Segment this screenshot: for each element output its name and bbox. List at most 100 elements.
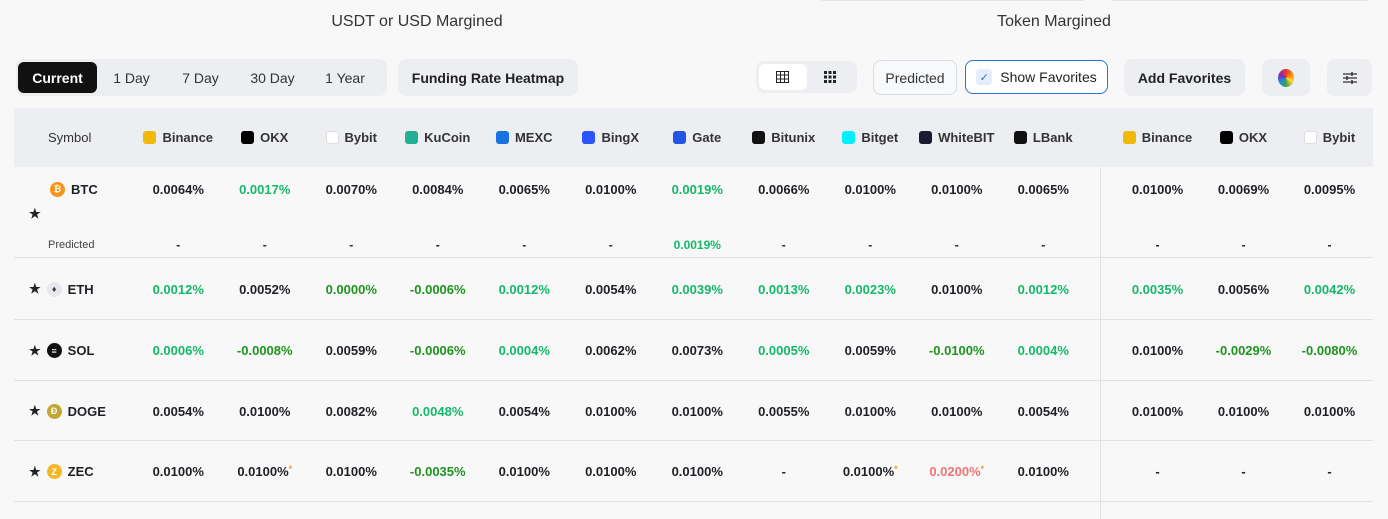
- lbank-header[interactable]: LBank: [1000, 130, 1087, 145]
- rate-cell: 0.0023%: [827, 282, 914, 297]
- whitebit-header[interactable]: WhiteBIT: [914, 130, 1001, 145]
- period-7-day[interactable]: 7 Day: [182, 69, 219, 86]
- okx-logo-icon: [1219, 131, 1233, 144]
- bybit-header[interactable]: Bybit: [308, 130, 395, 145]
- rate-cell: 0.0000%: [308, 282, 395, 297]
- binance-header[interactable]: Binance: [135, 130, 222, 145]
- period-1-day[interactable]: 1 Day: [113, 69, 150, 86]
- bybit-logo-icon: [1303, 131, 1317, 144]
- exchange-name: Bybit: [344, 130, 378, 145]
- rate-value: 0.0100%: [325, 464, 377, 479]
- period-current[interactable]: Current: [18, 62, 97, 93]
- symbol-header[interactable]: Symbol: [48, 130, 92, 145]
- rate-cell: 0.0012%: [481, 282, 568, 297]
- add-favorites-button[interactable]: Add Favorites: [1124, 59, 1245, 96]
- period-1-year[interactable]: 1 Year: [325, 69, 365, 86]
- rate-value: -: [262, 237, 267, 252]
- bitunix-header[interactable]: Bitunix: [741, 130, 828, 145]
- grid-view-icon[interactable]: [807, 64, 855, 90]
- rate-cell: -0.0080%: [1287, 343, 1373, 358]
- rate-cell: 0.0054%: [481, 404, 568, 419]
- rate-value: 0.0017%: [239, 181, 291, 197]
- symbol-ticker[interactable]: BTC: [71, 181, 98, 197]
- checkbox-checked-icon[interactable]: ✓: [976, 69, 993, 85]
- whitebit-logo-icon: [919, 131, 933, 144]
- rate-cell: -: [1115, 464, 1201, 479]
- rate-cell: 0.0082%: [308, 404, 395, 419]
- rate-value: -0.0035%: [409, 464, 466, 479]
- rate-value: 0.0012%: [152, 281, 204, 297]
- rate-value: 0.0012%: [498, 281, 550, 297]
- table-row[interactable]: ★ ≡ SOL 0.0006% -0.0008% 0.0059% -0.0006% 0.000…: [14, 320, 1373, 381]
- rate-value: 0.0054%: [585, 281, 637, 297]
- rate-cell: 0.0100%: [568, 464, 655, 479]
- rate-cell: 0.0039%: [654, 282, 741, 297]
- rate-cell: -: [481, 238, 568, 252]
- settings-button[interactable]: [1327, 59, 1372, 96]
- kucoin-header[interactable]: KuCoin: [395, 130, 482, 145]
- period-selector: Current 1 Day 7 Day 30 Day 1 Year: [16, 59, 387, 96]
- rate-cell: 0.0100%: [308, 464, 395, 479]
- rate-value: -: [435, 237, 440, 252]
- bingx-header[interactable]: BingX: [568, 130, 655, 145]
- rate-value: 0.0035%: [1131, 281, 1184, 297]
- gate-header[interactable]: Gate: [654, 130, 741, 145]
- eth-coin-icon: ♦: [46, 281, 62, 297]
- rate-value: 0.0100%: [239, 403, 291, 419]
- estimate-mark: *: [980, 464, 985, 474]
- predicted-button[interactable]: Predicted: [873, 60, 957, 95]
- rate-value: -: [1041, 237, 1046, 252]
- rate-value: -: [608, 237, 613, 252]
- rate-cell: 0.0084%: [395, 182, 482, 197]
- rate-value: 0.0069%: [1217, 181, 1270, 197]
- symbol-ticker[interactable]: DOGE: [67, 403, 106, 419]
- favorite-star-icon[interactable]: ★: [29, 463, 41, 479]
- predicted-label: Predicted: [48, 238, 95, 251]
- favorite-star-icon[interactable]: ★: [29, 342, 41, 358]
- color-wheel-icon: [1278, 68, 1294, 87]
- favorite-star-icon[interactable]: ★: [29, 281, 41, 296]
- mexc-logo-icon: [495, 131, 509, 144]
- rate-value: -: [954, 237, 959, 252]
- rate-value: -: [1241, 237, 1246, 252]
- table-row[interactable]: ★ ₿ BTC 0.0064% 0.0017% 0.0070% 0.0084% 0.0065%…: [14, 167, 1373, 258]
- table-row[interactable]: ★ Z ZEC 0.0100% 0.0100%* 0.0100% -0.0035% 0.010…: [14, 441, 1373, 502]
- symbol-cell: ★ ♦ ETH: [14, 281, 135, 297]
- favorite-star-icon[interactable]: ★: [29, 403, 41, 418]
- exchange-name: Gate: [692, 130, 722, 145]
- rate-cell: 0.0100%: [827, 182, 914, 197]
- favorite-star-icon[interactable]: ★: [29, 206, 41, 221]
- rate-cell: -: [135, 238, 222, 252]
- rate-value: -: [868, 237, 873, 252]
- token-okx-header[interactable]: OKX: [1201, 130, 1287, 145]
- color-scheme-button[interactable]: [1262, 59, 1310, 96]
- rate-cell: 0.0005%: [741, 343, 828, 358]
- rate-cell: -: [395, 238, 482, 252]
- show-favorites-toggle[interactable]: ✓ Show Favorites: [965, 60, 1108, 94]
- symbol-ticker[interactable]: SOL: [67, 343, 95, 358]
- table-row[interactable]: ★ Ð DOGE 0.0054% 0.0100% 0.0082% 0.0048% 0.0054…: [14, 381, 1373, 441]
- symbol-ticker[interactable]: ZEC: [67, 464, 94, 479]
- rate-cell: 0.0100%: [1000, 464, 1087, 479]
- token-binance-header[interactable]: Binance: [1115, 130, 1201, 145]
- rate-cell: 0.0019%: [654, 182, 741, 197]
- rate-value: 0.0006%: [152, 343, 204, 358]
- symbol-ticker[interactable]: ETH: [67, 281, 94, 297]
- mexc-header[interactable]: MEXC: [481, 130, 568, 145]
- bitget-header[interactable]: Bitget: [827, 130, 914, 145]
- rate-value: -: [522, 237, 527, 252]
- rate-value: 0.0013%: [758, 281, 810, 297]
- sol-coin-icon: ≡: [46, 343, 62, 358]
- rate-value: 0.0100%: [671, 403, 723, 419]
- okx-header[interactable]: OKX: [222, 130, 309, 145]
- rate-cell: 0.0048%: [395, 404, 482, 419]
- funding-rate-heatmap-button[interactable]: Funding Rate Heatmap: [398, 59, 578, 96]
- bingx-logo-icon: [582, 131, 596, 144]
- table-view-icon[interactable]: [759, 64, 807, 90]
- table-row[interactable]: ★ ♦ ETH 0.0012% 0.0052% 0.0000% -0.0006% 0.0012…: [14, 258, 1373, 320]
- period-30-day[interactable]: 30 Day: [250, 69, 295, 86]
- rate-value: 0.0019%: [673, 237, 721, 252]
- rate-cell: 0.0035%: [1115, 282, 1201, 297]
- token-bybit-header[interactable]: Bybit: [1287, 130, 1373, 145]
- rate-value: -0.0029%: [1215, 343, 1272, 358]
